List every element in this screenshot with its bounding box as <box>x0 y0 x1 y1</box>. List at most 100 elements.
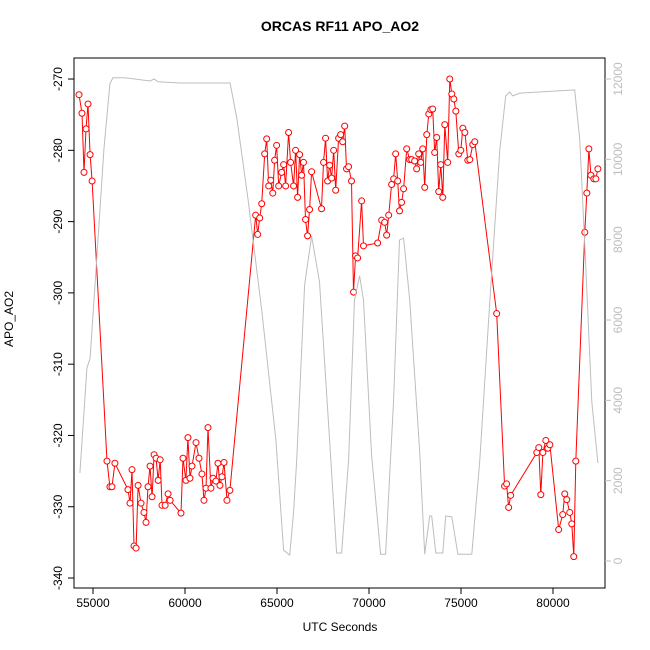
point <box>254 230 262 238</box>
point <box>542 436 550 444</box>
point <box>396 207 404 215</box>
point <box>198 470 206 478</box>
point <box>290 182 298 190</box>
point <box>452 107 460 115</box>
point <box>137 499 145 507</box>
point <box>212 477 220 485</box>
point <box>188 462 196 470</box>
point <box>419 145 427 153</box>
point <box>507 491 515 499</box>
y-tick-label: -320 <box>51 423 65 447</box>
y-tick-label: -300 <box>51 281 65 305</box>
point <box>192 439 200 447</box>
point <box>359 242 367 250</box>
point <box>278 168 286 176</box>
point <box>400 185 408 193</box>
point <box>204 424 212 432</box>
x-axis-label: UTC Seconds <box>303 620 378 634</box>
point <box>200 496 208 504</box>
y2-tick-label: 2000 <box>611 467 625 494</box>
point <box>561 490 569 498</box>
point <box>381 218 389 226</box>
point <box>441 121 449 129</box>
y2-tick-label: 10000 <box>611 142 625 176</box>
point <box>86 151 94 159</box>
point <box>164 490 172 498</box>
point <box>568 520 576 528</box>
point <box>320 158 328 166</box>
point <box>592 175 600 183</box>
x-tick-label: 80000 <box>536 596 570 610</box>
point <box>275 182 283 190</box>
point <box>537 491 545 499</box>
y-tick-label: -310 <box>51 352 65 376</box>
point <box>142 518 150 526</box>
point <box>186 474 194 482</box>
point <box>398 198 406 206</box>
point <box>383 231 391 239</box>
x-tick-label: 55000 <box>76 596 110 610</box>
point <box>583 189 591 197</box>
point <box>296 151 304 159</box>
point <box>411 157 419 165</box>
point <box>339 138 347 146</box>
point <box>457 146 465 154</box>
y-axis-label: APO_AO2 <box>2 291 16 347</box>
point <box>166 496 174 504</box>
point <box>299 158 307 166</box>
point <box>265 182 273 190</box>
series-line <box>79 77 599 556</box>
y2-tick-label: 12000 <box>611 62 625 96</box>
point <box>566 508 574 516</box>
point <box>385 211 393 219</box>
x-tick-label: 65000 <box>260 596 294 610</box>
point <box>103 457 111 465</box>
plot-box <box>73 57 606 589</box>
y-tick-label: -270 <box>51 67 65 91</box>
point <box>345 163 353 171</box>
point <box>177 509 185 517</box>
point <box>161 501 169 509</box>
point <box>298 171 306 179</box>
point <box>415 150 423 158</box>
point <box>294 193 302 201</box>
point <box>111 459 119 467</box>
point <box>332 186 340 194</box>
point <box>148 493 156 501</box>
point <box>539 449 547 457</box>
point <box>223 496 231 504</box>
point <box>330 146 338 154</box>
point <box>220 459 228 467</box>
point <box>392 150 400 158</box>
point <box>358 197 366 205</box>
point <box>503 480 511 488</box>
chart-title: ORCAS RF11 APO_AO2 <box>261 18 419 34</box>
point <box>195 454 203 462</box>
point <box>267 176 275 184</box>
point <box>258 200 266 208</box>
point <box>429 105 437 113</box>
point <box>581 228 589 236</box>
point <box>421 183 429 191</box>
point <box>403 145 411 153</box>
point <box>559 511 567 519</box>
point <box>354 254 362 262</box>
point <box>563 496 571 504</box>
point <box>269 189 277 197</box>
point <box>326 161 334 169</box>
point <box>570 553 578 561</box>
x-tick-label: 60000 <box>168 596 202 610</box>
point <box>80 168 88 176</box>
point <box>78 109 86 117</box>
y-tick-label: -330 <box>51 494 65 518</box>
point <box>287 158 295 166</box>
point <box>282 182 290 190</box>
point <box>154 476 162 484</box>
y2-tick-label: 8000 <box>611 226 625 253</box>
point <box>585 145 593 153</box>
point <box>466 156 474 164</box>
point <box>156 456 164 464</box>
point <box>388 181 396 189</box>
point <box>308 168 316 176</box>
